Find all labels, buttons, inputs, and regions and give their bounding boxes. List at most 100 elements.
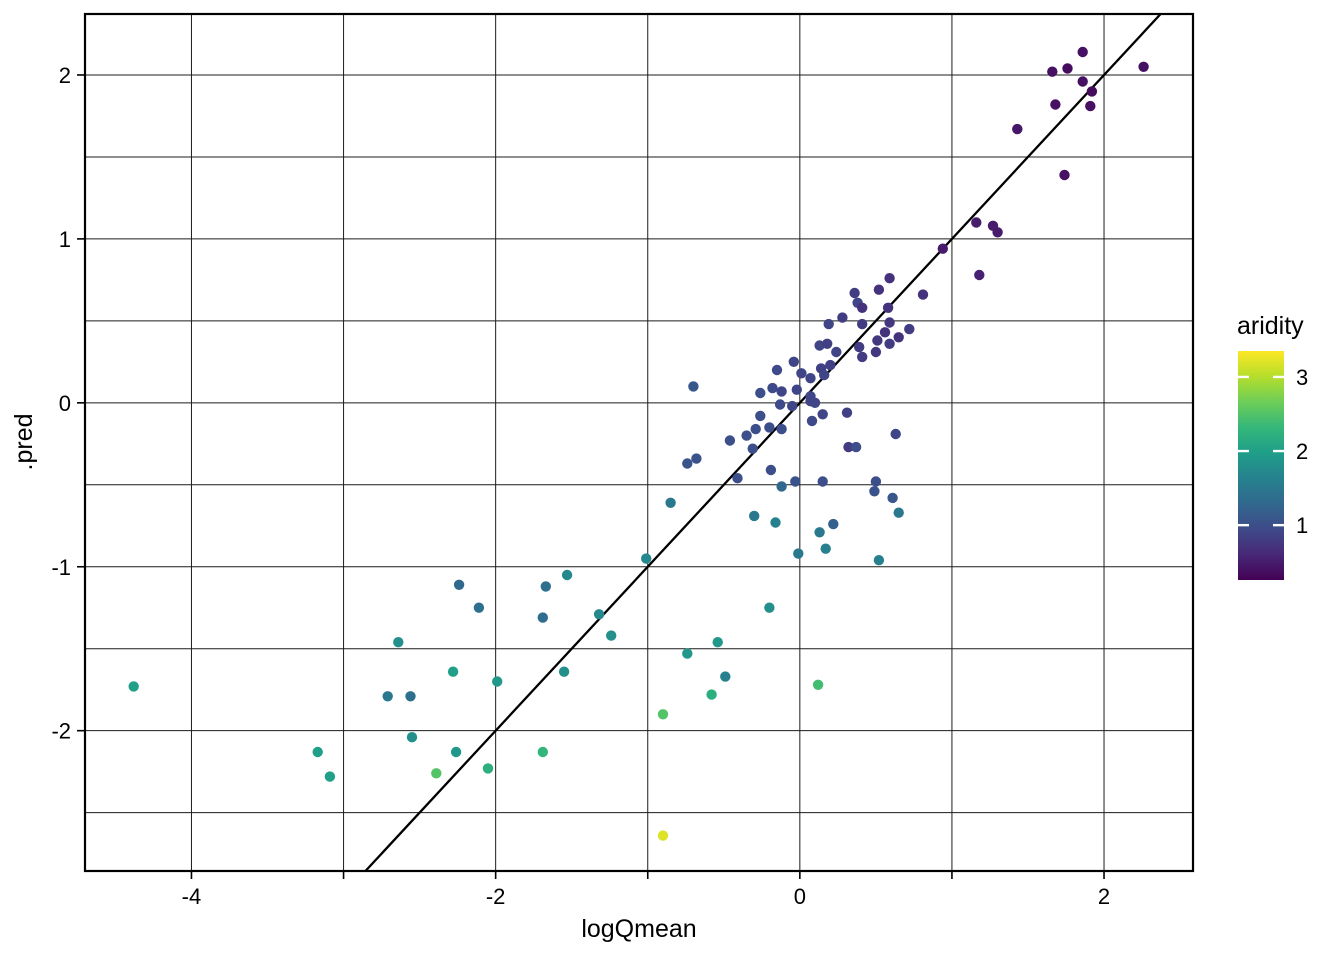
data-point bbox=[405, 691, 416, 702]
data-point bbox=[641, 553, 652, 564]
data-point bbox=[820, 543, 831, 554]
data-point bbox=[682, 458, 693, 469]
data-point bbox=[873, 284, 885, 295]
y-axis-tick-label: 0 bbox=[59, 391, 71, 416]
data-point bbox=[974, 269, 985, 281]
data-point bbox=[724, 435, 736, 446]
data-point bbox=[831, 346, 842, 358]
data-point bbox=[1012, 123, 1023, 135]
data-point bbox=[796, 368, 807, 379]
data-point bbox=[787, 400, 798, 412]
data-point bbox=[828, 518, 839, 530]
data-point bbox=[1085, 100, 1096, 112]
data-point bbox=[706, 689, 717, 700]
data-point bbox=[822, 338, 833, 349]
data-point bbox=[712, 637, 723, 648]
data-point bbox=[767, 382, 778, 394]
y-axis-tick-label: 1 bbox=[59, 227, 71, 252]
data-point bbox=[805, 391, 816, 402]
colorbar-ticks bbox=[1238, 375, 1284, 527]
data-point bbox=[447, 666, 459, 677]
data-point bbox=[1138, 61, 1149, 72]
data-point bbox=[791, 384, 802, 395]
data-point bbox=[537, 746, 548, 758]
y-axis-tick-label: 2 bbox=[59, 63, 71, 88]
data-point bbox=[890, 428, 901, 440]
y-axis-tick-label: -1 bbox=[51, 555, 71, 580]
data-point bbox=[770, 517, 781, 528]
colorbar-tick-label: 3 bbox=[1296, 365, 1308, 390]
data-point bbox=[776, 423, 787, 435]
data-point bbox=[806, 415, 818, 427]
data-point bbox=[917, 289, 929, 300]
data-point bbox=[312, 746, 323, 758]
data-point bbox=[817, 476, 828, 487]
data-point bbox=[755, 410, 766, 422]
x-axis-tick-label: -4 bbox=[182, 884, 202, 909]
data-point bbox=[720, 671, 731, 682]
data-point bbox=[732, 473, 743, 484]
data-point bbox=[657, 830, 669, 841]
data-point bbox=[558, 666, 570, 677]
data-point bbox=[805, 373, 816, 384]
y-axis-title: .pred bbox=[10, 414, 38, 471]
data-point bbox=[1047, 66, 1058, 77]
data-point bbox=[857, 302, 868, 313]
data-point bbox=[971, 217, 982, 228]
data-point bbox=[843, 441, 854, 453]
colorbar-gradient bbox=[1238, 351, 1284, 580]
data-point bbox=[776, 386, 787, 397]
data-point bbox=[893, 332, 904, 343]
data-point bbox=[406, 732, 418, 743]
data-point bbox=[882, 302, 894, 313]
data-point bbox=[825, 359, 836, 371]
data-point bbox=[870, 476, 882, 487]
data-point bbox=[1059, 169, 1070, 181]
data-point bbox=[837, 312, 848, 323]
data-point bbox=[857, 318, 868, 330]
data-point bbox=[771, 364, 783, 376]
data-point bbox=[854, 341, 865, 353]
data-point bbox=[691, 453, 702, 464]
data-point bbox=[765, 464, 777, 476]
data-point bbox=[937, 243, 948, 254]
data-point bbox=[870, 346, 882, 358]
data-point bbox=[1062, 63, 1073, 74]
data-point bbox=[382, 691, 393, 702]
x-axis-tick-label: -2 bbox=[486, 884, 506, 909]
data-point bbox=[450, 746, 462, 758]
data-point bbox=[747, 443, 758, 454]
data-point bbox=[431, 768, 442, 779]
data-point bbox=[128, 681, 139, 692]
data-point bbox=[482, 763, 494, 774]
data-point bbox=[814, 527, 825, 538]
axis-ticks bbox=[77, 74, 1105, 879]
colorbar-labels: 1 2 3 bbox=[1296, 365, 1308, 538]
data-point bbox=[453, 579, 465, 590]
y-axis-tick-label: -2 bbox=[51, 719, 71, 744]
data-point bbox=[887, 492, 898, 504]
data-point bbox=[987, 220, 999, 231]
data-point bbox=[606, 630, 617, 641]
data-point bbox=[841, 407, 853, 418]
data-point bbox=[857, 351, 868, 363]
data-point bbox=[849, 287, 860, 299]
x-axis-title: logQmean bbox=[581, 915, 696, 943]
data-point bbox=[750, 423, 761, 435]
data-point bbox=[817, 409, 828, 420]
identity-line bbox=[364, 13, 1162, 872]
data-point bbox=[1077, 76, 1088, 87]
data-point bbox=[324, 771, 336, 782]
data-point bbox=[1086, 86, 1098, 97]
data-point bbox=[657, 709, 669, 720]
data-point bbox=[879, 327, 891, 338]
colorbar-legend: aridity 1 2 3 bbox=[1237, 312, 1308, 580]
data-point bbox=[774, 399, 786, 410]
data-point bbox=[540, 581, 551, 592]
data-point bbox=[1050, 99, 1061, 110]
axis-tick-labels: -4 -2 0 2 -2 -1 0 1 2 bbox=[51, 63, 1110, 909]
data-point bbox=[492, 676, 503, 687]
gridlines bbox=[85, 14, 1193, 871]
data-point bbox=[884, 317, 895, 328]
